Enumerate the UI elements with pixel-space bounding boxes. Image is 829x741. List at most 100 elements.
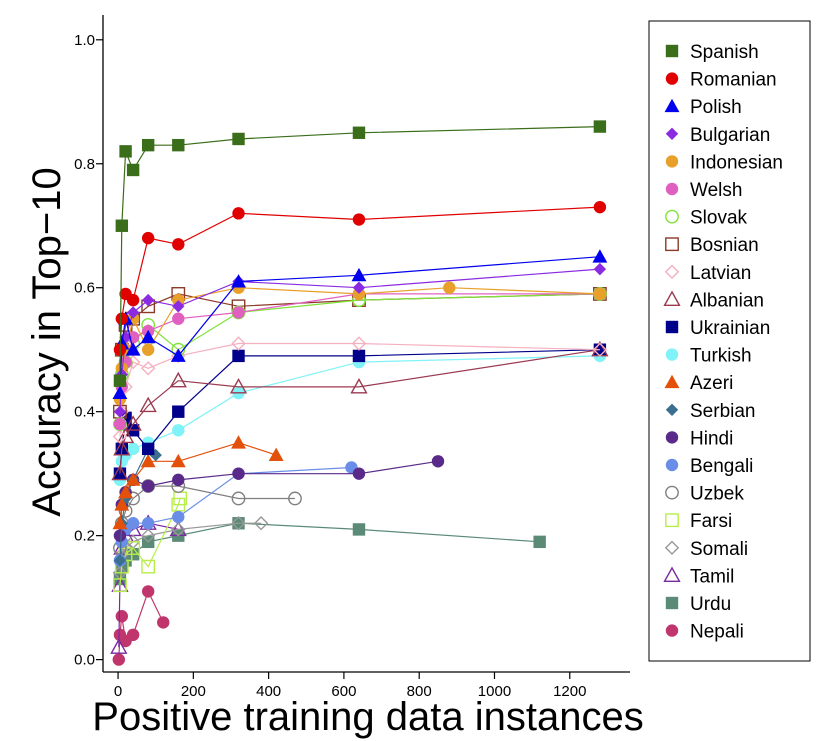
data-point-bulgarian <box>126 306 140 319</box>
data-point-azeri <box>112 515 128 530</box>
legend-marker-spanish <box>665 44 679 58</box>
legend-marker-hindi <box>665 431 679 444</box>
data-point-azeri <box>114 497 130 511</box>
data-point-bulgarian <box>113 405 127 418</box>
data-point-hindi <box>113 529 127 542</box>
data-point-turkish <box>172 424 185 437</box>
x-tick-label: 800 <box>407 683 432 700</box>
legend-marker-nepali <box>665 624 679 637</box>
legend-item-serbian: Serbian <box>665 401 756 422</box>
legend-label-bengali: Bengali <box>690 456 753 477</box>
legend-item-bengali: Bengali <box>665 456 753 477</box>
legend: Spanish Romanian Polish Bulgarian Indonesian… <box>648 20 811 662</box>
legend-item-slovak: Slovak <box>665 208 748 229</box>
data-point-hindi <box>141 479 155 493</box>
data-point-nepali <box>157 616 170 629</box>
legend-label-polish: Polish <box>690 97 742 118</box>
legend-item-bulgarian: Bulgarian <box>665 125 770 146</box>
data-point-urdu <box>352 523 366 536</box>
legend-marker-uzbek <box>665 485 679 500</box>
data-point-farsi <box>141 559 156 574</box>
series-uzbek <box>113 479 302 555</box>
series-spanish <box>113 120 607 387</box>
data-point-farsi <box>126 541 141 555</box>
x-tick-label: 0 <box>114 683 122 700</box>
data-point-welsh <box>113 417 127 431</box>
legend-marker-bosnian <box>665 237 679 252</box>
data-point-ukrainian <box>172 405 185 418</box>
series-line-bengali <box>119 466 352 561</box>
series-line-spanish <box>119 126 600 381</box>
data-point-romanian <box>115 312 129 325</box>
legend-item-nepali: Nepali <box>665 622 744 643</box>
legend-label-romanian: Romanian <box>690 70 777 91</box>
data-point-albanian <box>350 378 368 394</box>
data-point-ukrainian <box>352 349 366 363</box>
data-point-serbian <box>113 554 127 567</box>
legend-label-hindi: Hindi <box>690 428 733 449</box>
legend-label-serbian: Serbian <box>690 401 756 422</box>
y-axis-title: Accuracy in Top−10 <box>25 167 69 516</box>
legend-label-bosnian: Bosnian <box>690 235 759 256</box>
x-tick-label: 200 <box>181 683 206 700</box>
data-point-spanish <box>115 219 129 232</box>
legend-label-spanish: Spanish <box>690 42 759 63</box>
data-point-albanian <box>113 439 131 456</box>
data-point-bengali <box>141 517 155 530</box>
data-point-latvian <box>231 336 246 351</box>
data-point-welsh <box>232 306 245 319</box>
data-point-romanian <box>232 207 245 220</box>
x-tick-label: 1000 <box>478 683 511 700</box>
data-point-somali <box>253 516 269 531</box>
data-point-albanian <box>116 427 135 444</box>
x-axis-title: Positive training data instances <box>92 695 643 739</box>
data-point-spanish <box>119 145 132 158</box>
legend-label-latvian: Latvian <box>690 263 751 284</box>
x-ticks: 0 200 400 600 800 1000 1200 <box>114 672 586 700</box>
data-point-azeri <box>268 447 284 462</box>
data-point-nepali <box>112 653 126 666</box>
y-tick-label: 0.4 <box>74 404 95 421</box>
data-point-indonesian <box>443 281 456 294</box>
legend-marker-albanian <box>663 290 681 307</box>
legend-item-spanish: Spanish <box>665 42 759 63</box>
data-point-indonesian <box>141 343 155 356</box>
series-bulgarian <box>113 262 607 418</box>
data-point-romanian <box>141 231 155 245</box>
legend-marker-indonesian <box>665 155 679 168</box>
data-point-ukrainian <box>141 442 155 456</box>
legend-marker-welsh <box>665 182 679 196</box>
data-point-welsh <box>126 331 140 344</box>
legend-item-latvian: Latvian <box>664 263 751 284</box>
legend-item-welsh: Welsh <box>665 180 742 201</box>
data-point-ukrainian <box>232 349 245 363</box>
data-point-polish <box>125 342 141 356</box>
series-romanian <box>113 200 607 356</box>
data-point-spanish <box>172 138 185 152</box>
legend-label-nepali: Nepali <box>690 622 744 643</box>
data-point-albanian <box>139 396 157 413</box>
data-point-albanian <box>111 464 129 481</box>
data-point-welsh <box>172 312 185 325</box>
legend-items: Spanish Romanian Polish Bulgarian Indonesian… <box>663 42 783 643</box>
data-point-tamil <box>110 638 128 654</box>
data-point-polish <box>170 348 186 362</box>
data-point-turkish <box>126 442 140 456</box>
data-point-polish <box>592 249 608 263</box>
legend-marker-slovak <box>665 209 679 224</box>
data-point-romanian <box>352 213 366 226</box>
data-point-polish <box>112 385 128 400</box>
data-point-latvian <box>140 361 156 376</box>
y-tick-label: 0.8 <box>74 156 95 173</box>
data-point-indonesian <box>593 287 607 301</box>
data-point-latvian <box>351 336 367 351</box>
legend-item-urdu: Urdu <box>665 594 731 615</box>
legend-marker-serbian <box>665 403 679 416</box>
legend-item-turkish: Turkish <box>665 346 752 367</box>
legend-item-indonesian: Indonesian <box>665 152 783 173</box>
legend-label-somali: Somali <box>690 539 748 560</box>
series-urdu <box>113 517 546 586</box>
data-point-bengali <box>172 510 185 524</box>
legend-item-azeri: Azeri <box>664 373 733 394</box>
data-point-hindi <box>172 473 185 487</box>
